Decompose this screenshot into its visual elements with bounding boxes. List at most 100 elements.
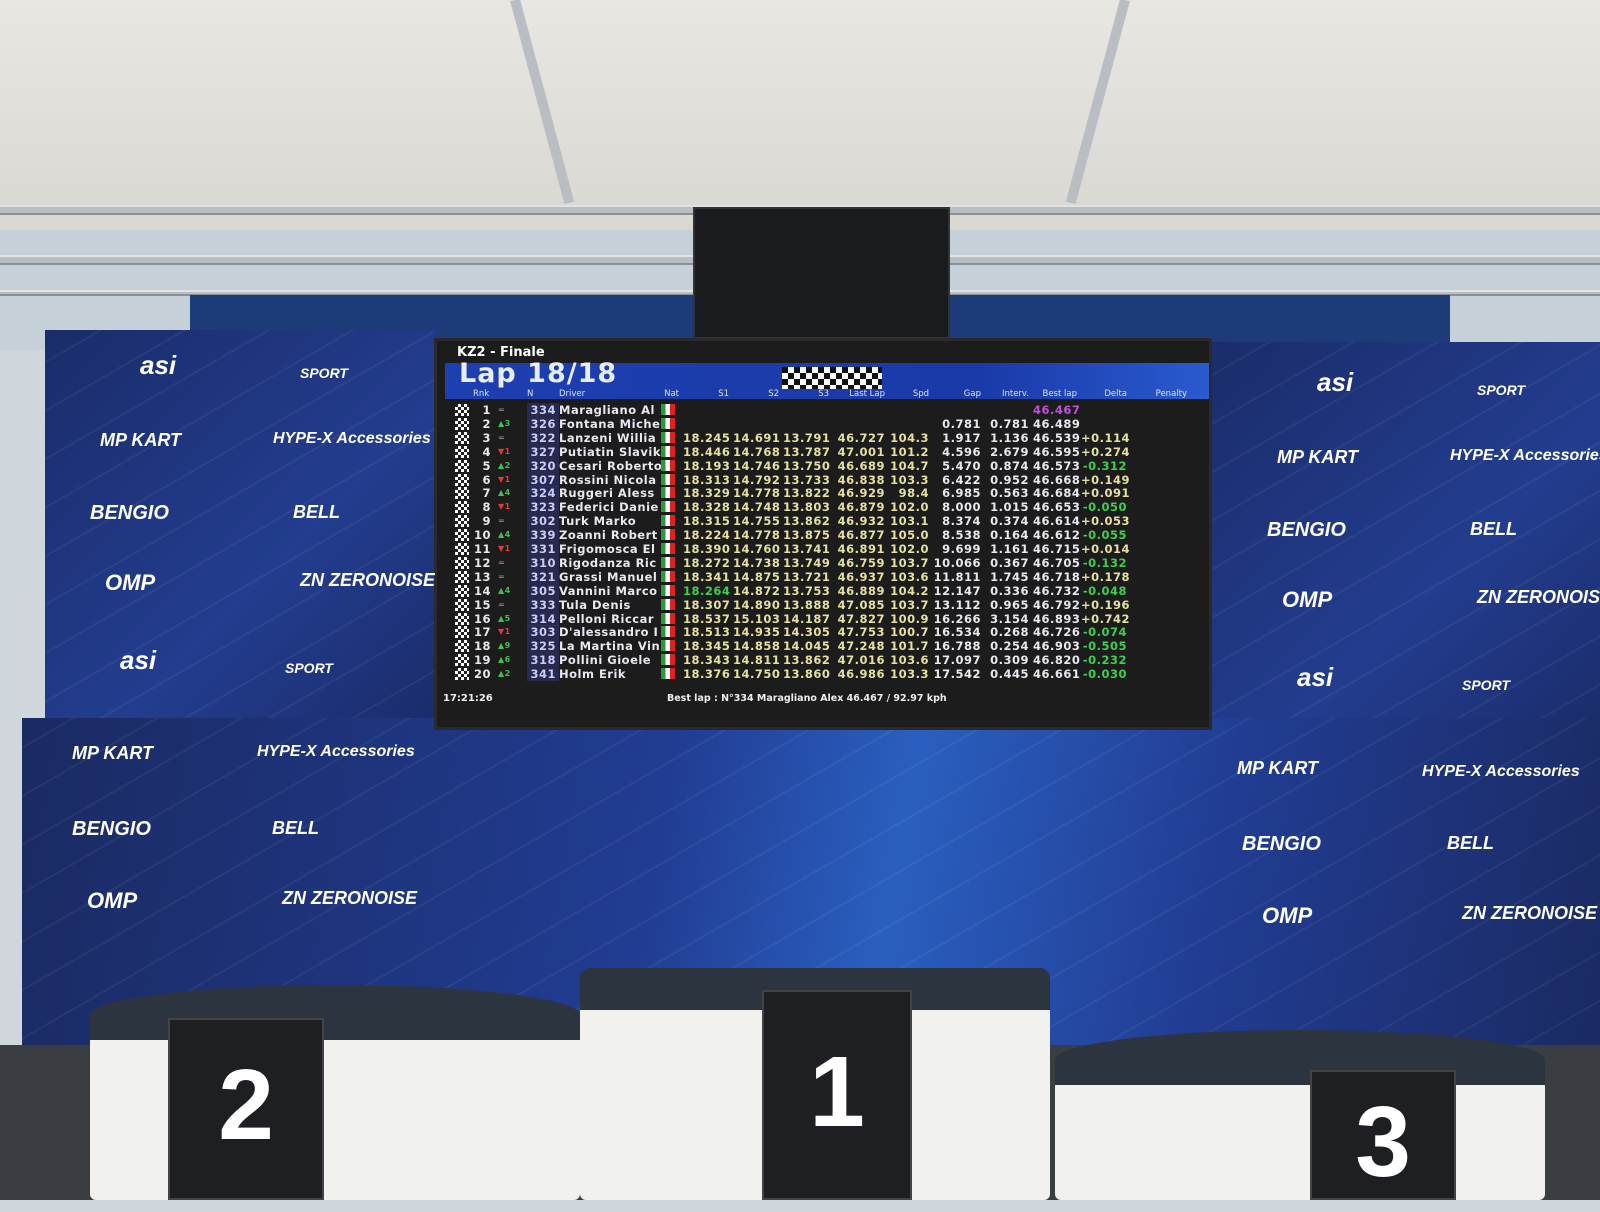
position-change: ▲4	[498, 488, 511, 498]
nationality-flag-icon	[661, 556, 675, 568]
best-lap: 46.792	[1033, 597, 1081, 612]
interval: 0.445	[990, 667, 1029, 682]
sector-2: 14.778	[733, 486, 781, 501]
sector-2: 14.858	[733, 639, 781, 654]
nationality-flag-icon	[661, 543, 675, 554]
gap: 8.374	[942, 514, 981, 529]
penalty	[1131, 598, 1191, 612]
gap: 1.917	[942, 430, 981, 445]
standings-row: 9 = 302 Turk Marko 18.315 14.755 13.862 46.932 1…	[437, 514, 1191, 529]
driver-name: Ruggeri Aless	[559, 486, 655, 501]
sponsor-logo: OMP	[1282, 587, 1333, 612]
delta: -0.312	[1082, 458, 1127, 473]
lap-counter: Lap 18/18	[459, 358, 618, 389]
checkered-flag-icon	[455, 640, 469, 653]
position-change: ▲6	[498, 655, 511, 665]
driver-name: Rigodanza Ric	[559, 555, 657, 570]
penalty	[1131, 486, 1191, 500]
delta: -0.048	[1082, 583, 1127, 598]
column-header: Penalty	[1155, 389, 1187, 399]
standings-row: 19 ▲6 318 Pollini Gioele 18.343 14.811 13.862 4…	[437, 653, 1191, 668]
speed: 100.7	[890, 625, 929, 640]
sponsor-logo: BENGIO	[1267, 519, 1346, 541]
sector-3: 14.305	[783, 625, 831, 640]
speed: 103.7	[890, 555, 929, 570]
sector-1: 18.264	[683, 583, 731, 598]
sponsor-logo: BELL	[1447, 833, 1494, 853]
sponsor-logo: ZN ZERONOISE	[300, 570, 435, 590]
driver-name: Frigomosca El	[559, 542, 656, 556]
speed: 101.7	[890, 639, 929, 654]
interval: 0.781	[990, 416, 1029, 431]
standings-row: 20 ▲2 341 Holm Erik 18.376 14.750 13.860 46.986…	[437, 667, 1191, 682]
sponsor-logo: OMP	[105, 570, 156, 595]
penalty	[1131, 667, 1191, 681]
best-lap: 46.661	[1033, 667, 1081, 682]
gap: 11.811	[933, 569, 981, 584]
sponsor-logo: MP KART	[1237, 758, 1318, 778]
sponsor-logo: BENGIO	[90, 502, 169, 524]
gap: 6.422	[942, 472, 981, 487]
penalty	[1131, 514, 1191, 528]
canopy	[0, 0, 1600, 230]
checkered-flag-icon	[455, 515, 469, 528]
kart-number: 327	[527, 444, 559, 459]
standings-row: 2 ▲3 326 Fontana Miche 0.781 0.781 46.489	[437, 416, 1191, 431]
interval: 0.952	[990, 472, 1029, 487]
position-change: ▲2	[498, 460, 511, 470]
rank: 5	[482, 458, 491, 473]
sector-1: 18.193	[683, 458, 731, 473]
rank: 19	[473, 653, 491, 668]
kart-number: 314	[527, 611, 559, 626]
delta: +0.014	[1081, 542, 1131, 556]
sector-1: 18.224	[683, 528, 731, 543]
kart-number: 322	[527, 430, 559, 445]
sector-3: 13.860	[783, 667, 831, 682]
driver-name: Pollini Gioele	[559, 653, 652, 668]
sponsor-logo: OMP	[87, 888, 138, 913]
best-lap: 46.715	[1033, 542, 1081, 556]
last-lap: 47.085	[837, 597, 885, 612]
sponsor-logo: SPORT	[1477, 382, 1525, 398]
gap: 6.985	[942, 486, 981, 501]
speed: 104.2	[890, 583, 929, 598]
speed: 104.3	[890, 430, 929, 445]
driver-name: D'alessandro I	[559, 625, 659, 640]
checkered-flag-icon	[455, 404, 469, 416]
podium-step-2	[90, 1040, 580, 1200]
checkered-flag-icon	[455, 570, 469, 583]
sector-2	[733, 403, 783, 417]
last-lap: 46.891	[837, 542, 885, 556]
sector-2: 14.755	[733, 514, 781, 529]
standings-row: 17 ▼1 303 D'alessandro I 18.513 14.935 14.305 4…	[437, 625, 1191, 640]
best-lap: 46.614	[1033, 514, 1081, 529]
best-lap-info: Best lap : N°334 Maragliano Alex 46.467 …	[667, 693, 947, 704]
checkered-flag-icon	[455, 556, 469, 569]
speed: 102.0	[890, 500, 929, 515]
checkered-flag-icon	[455, 598, 469, 611]
driver-name: Putiatin Slavik	[559, 444, 662, 459]
gap: 16.534	[933, 625, 981, 640]
column-header: S2	[768, 389, 779, 399]
nationality-flag-icon	[661, 598, 675, 610]
speed: 103.3	[890, 472, 929, 487]
kart-number: 341	[527, 667, 559, 682]
nationality-flag-icon	[661, 612, 675, 624]
position-change: =	[498, 516, 506, 526]
column-header: Best lap	[1042, 389, 1078, 399]
sponsor-logo: BENGIO	[72, 818, 151, 840]
column-header: Spd	[912, 389, 929, 399]
sector-1: 18.341	[683, 569, 731, 584]
standings-row: 4 ▼1 327 Putiatin Slavik 18.446 14.768 13.787 4…	[437, 444, 1191, 459]
speed: 103.6	[890, 653, 929, 668]
kart-number: 334	[527, 403, 559, 417]
position-change: ▼1	[498, 627, 511, 637]
standings-row: 14 ▲4 305 Vannini Marco 18.264 14.872 13.753 46…	[437, 583, 1191, 598]
kart-number: 321	[527, 569, 559, 584]
checkered-flag-icon	[455, 584, 469, 597]
best-lap: 46.732	[1033, 583, 1081, 598]
gap: 5.470	[942, 458, 981, 473]
delta: +0.053	[1081, 514, 1131, 529]
nationality-flag-icon	[661, 404, 675, 415]
gap: 9.699	[942, 542, 981, 556]
